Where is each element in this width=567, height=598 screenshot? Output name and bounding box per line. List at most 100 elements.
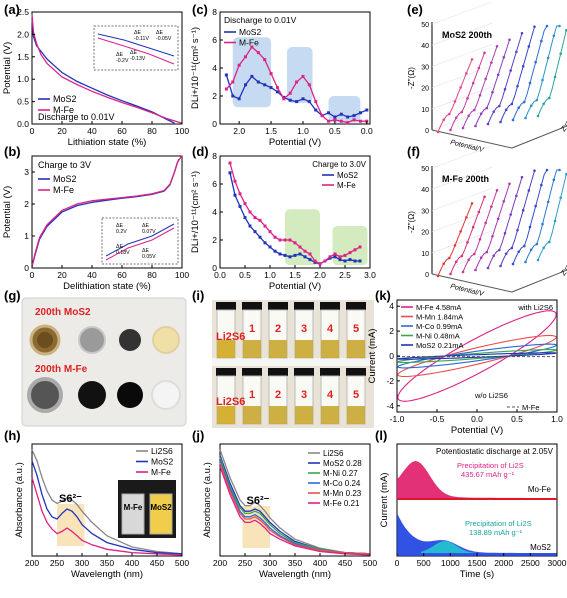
ylabel-k: Current (mA): [367, 329, 378, 384]
data-point-d: [243, 202, 247, 206]
xtick-label-b: 100: [175, 270, 189, 280]
annotation-b: Charge to 3V: [38, 160, 91, 170]
panel-label-i: (i): [192, 288, 204, 303]
eis-point-e: [442, 118, 445, 122]
ylabel-b: Potential (V): [2, 186, 13, 238]
ytick-label-k: 4: [389, 301, 394, 311]
eis-point-f: [529, 248, 533, 252]
eis-point-f: [479, 256, 483, 260]
data-point-d: [268, 230, 272, 234]
data-point-d: [298, 252, 302, 256]
inset-label-a: ΔE: [156, 30, 163, 36]
xtick-label-l: 3000: [548, 558, 567, 568]
eis-point-e: [540, 39, 543, 43]
vial-number: 2: [275, 323, 281, 335]
inset-label-b: 0.05V: [142, 254, 156, 260]
ytick-label-c: 6: [212, 35, 217, 45]
data-point-c: [244, 55, 248, 59]
xtick-label-j: 450: [338, 558, 352, 568]
legend-entry-k: M-Co 0.99mA: [416, 322, 462, 331]
eis-point-e: [559, 52, 562, 55]
eis-point-e: [535, 98, 539, 102]
eis-point-f: [540, 183, 543, 187]
annotation-k-bottom: w/o Li2S6: [474, 391, 508, 400]
eis-point-f: [471, 225, 475, 229]
eis-point-f: [534, 204, 537, 208]
data-point-c: [352, 118, 356, 122]
photo-g-label-top: 200th MoS2: [35, 307, 91, 318]
series-line-j-li2s6: [219, 449, 371, 555]
ytick-label-k: -4: [386, 401, 394, 411]
eis-point-e: [454, 116, 458, 120]
eis-point-e: [517, 106, 520, 110]
inset-label-b: ΔE: [142, 248, 149, 254]
grid-e: [431, 44, 493, 67]
data-point-d: [228, 161, 232, 165]
series-line-j-m-ni: [219, 457, 371, 555]
data-point-c: [346, 121, 350, 125]
data-point-d: [358, 259, 362, 263]
inset-box-b: [101, 217, 179, 265]
highlight-region-c: [232, 37, 272, 108]
data-point-c: [250, 45, 254, 49]
data-point-d: [253, 230, 257, 234]
legend-entry-k: M-Fe 4.58mA: [416, 303, 461, 312]
data-point-d: [353, 248, 357, 252]
eis-point-e: [485, 106, 489, 110]
data-point-d: [288, 238, 292, 242]
eis-point-f: [542, 246, 545, 250]
data-point-c: [256, 51, 260, 55]
data-point-d: [243, 216, 247, 220]
ytick-label-f: 10: [421, 251, 429, 258]
legend-entry-b: MoS2: [53, 174, 77, 184]
inset-label-b: ΔE: [116, 244, 123, 250]
vial-cap: [320, 368, 340, 376]
legend-entry-d: M-Fe: [337, 181, 356, 190]
vial-liquid: [217, 406, 235, 424]
eis-point-e: [449, 128, 452, 132]
xtick-label-k: -1.0: [390, 414, 405, 424]
data-point-d: [303, 255, 307, 259]
eis-point-e: [508, 38, 511, 42]
eis-point-f: [535, 242, 539, 246]
vial-cap: [242, 302, 262, 310]
eis-point-f: [516, 228, 519, 232]
panel-label-d: (d): [192, 144, 209, 159]
eis-point-e: [466, 97, 469, 100]
xlabel-c: Potential (V): [269, 137, 321, 148]
legend-entry-h: MoS2: [151, 457, 173, 467]
xtick-label-j: 300: [263, 558, 277, 568]
area-mos2-precipitation: [421, 541, 477, 553]
annotation-l-bottom-2: 138.89 mAh g⁻¹: [469, 528, 523, 537]
xtick-label-d: 0.5: [239, 270, 251, 280]
ytick-label-a: 1.0: [17, 74, 29, 84]
ytick-label-f: 50: [421, 166, 429, 173]
xtick-label-a: 20: [57, 126, 67, 136]
eis-point-e: [478, 94, 482, 97]
legend-entry-j: MoS2 0.28: [323, 459, 362, 468]
ylabel-c: DLi+/10⁻¹¹(cm² s⁻¹): [190, 27, 201, 109]
panel-label-b: (b): [4, 144, 21, 159]
data-point-d: [338, 258, 342, 262]
legend-entry-j: Li2S6: [323, 449, 344, 458]
ytick-label-b: 2: [24, 199, 29, 209]
xtick-label-l: 1000: [441, 558, 460, 568]
data-point-c: [269, 86, 273, 90]
eis-point-e: [553, 75, 557, 79]
eis-point-e: [536, 114, 540, 118]
eis-point-e: [523, 100, 526, 104]
eis-point-f: [536, 258, 540, 262]
panel-label-k: (k): [375, 288, 391, 303]
eis-point-f: [466, 241, 469, 244]
xtick-label-h: 400: [125, 558, 139, 568]
axes-frame-a: [31, 11, 183, 125]
eis-point-e: [548, 96, 551, 100]
data-point-d: [278, 238, 282, 242]
data-point-c: [333, 118, 337, 122]
zlabel-f: Z'(Ω): [560, 261, 567, 277]
ylabel-f: -Z''(Ω): [407, 211, 416, 233]
xtick-label-l: 500: [417, 558, 431, 568]
legend-entry-k-dashed: M-Fe: [522, 403, 540, 412]
inset-label-a: ΔE: [116, 52, 123, 58]
eis-point-e: [473, 108, 476, 112]
